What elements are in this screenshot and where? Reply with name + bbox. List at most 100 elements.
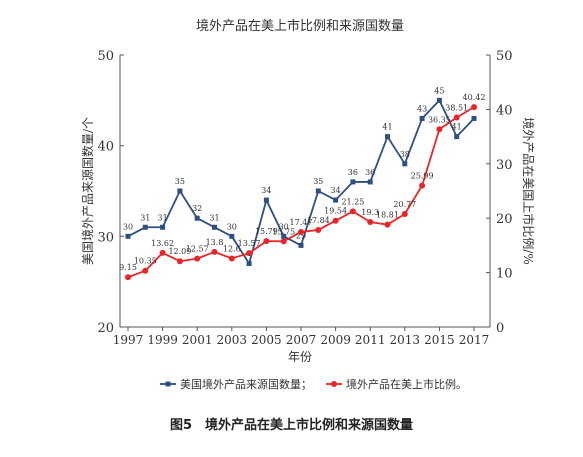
data-label-countries: 41 [452, 123, 462, 132]
data-label-ratio: 21.25 [341, 197, 364, 206]
data-point-ratio [246, 250, 253, 257]
data-label-countries: 31 [140, 213, 150, 222]
data-point-countries [177, 188, 183, 194]
data-point-ratio [419, 182, 426, 189]
data-point-ratio [367, 219, 374, 226]
data-point-ratio [436, 126, 443, 133]
data-point-countries [419, 115, 425, 121]
data-label-countries: 31 [158, 213, 168, 222]
x-tick-label: 2001 [182, 333, 213, 347]
data-point-ratio [228, 255, 235, 262]
data-point-ratio [159, 249, 166, 256]
x-axis-label: 年份 [288, 350, 312, 364]
data-point-countries [454, 134, 460, 140]
data-label-ratio: 10.35 [134, 257, 157, 266]
data-label-ratio: 38.51 [445, 104, 468, 113]
data-label-ratio: 12.09 [168, 247, 191, 256]
data-label-countries: 38 [400, 150, 410, 159]
data-label-ratio: 19.54 [324, 207, 347, 216]
data-point-countries [471, 115, 477, 121]
legend-label-ratio: 境外产品在美上市比例。 [346, 377, 467, 391]
data-point-countries [194, 215, 200, 221]
left-axis-label: 美国境外产品来源国数量/个 [80, 117, 95, 265]
right-tick-label: 50 [496, 49, 513, 64]
data-point-countries [246, 261, 252, 267]
data-label-ratio: 40.42 [463, 93, 486, 102]
data-label-countries: 30 [279, 222, 289, 231]
left-tick-label: 50 [97, 49, 114, 64]
x-tick-label: 2005 [251, 333, 282, 347]
legend-marker-countries [165, 381, 171, 387]
data-label-ratio: 18.81 [376, 211, 399, 220]
data-label-ratio: 36.35 [428, 115, 451, 124]
data-label-ratio: 15.79 [255, 227, 278, 236]
right-tick-label: 20 [496, 212, 513, 227]
data-point-countries [160, 224, 166, 230]
data-point-ratio [315, 226, 322, 233]
x-tick-label: 1999 [147, 333, 178, 347]
data-label-ratio: 12.57 [186, 245, 209, 254]
data-label-countries: 30 [123, 222, 133, 231]
data-label-ratio: 12.6 [223, 244, 241, 253]
data-point-ratio [142, 267, 149, 274]
data-label-countries: 34 [331, 186, 341, 195]
data-point-ratio [453, 114, 460, 121]
data-label-countries: 43 [417, 104, 427, 113]
right-tick-label: 10 [496, 267, 513, 282]
data-point-ratio [211, 248, 218, 255]
x-tick-label: 1997 [113, 333, 144, 347]
data-label-countries: 31 [209, 213, 219, 222]
data-label-countries: 35 [313, 177, 323, 186]
data-label-ratio: 15.75 [272, 227, 295, 236]
x-tick-label: 2009 [320, 333, 351, 347]
x-tick-label: 2015 [424, 333, 455, 347]
right-axis-label: 境外产品在美国上市比例/% [521, 117, 536, 264]
data-point-ratio [280, 238, 287, 245]
data-label-ratio: 20.77 [393, 200, 416, 209]
data-label-ratio: 13.57 [238, 239, 261, 248]
data-label-countries: 41 [382, 123, 392, 132]
legend-label-countries: 美国境外产品来源国数量； [180, 377, 312, 391]
left-tick-label: 30 [97, 230, 114, 245]
data-label-ratio: 17.47 [290, 218, 313, 227]
data-point-countries [298, 242, 304, 248]
data-label-countries: 29 [296, 231, 306, 240]
data-point-ratio [298, 228, 304, 235]
left-tick-label: 20 [97, 321, 114, 336]
data-point-countries [350, 179, 356, 185]
data-point-ratio [176, 258, 183, 265]
data-point-ratio [125, 274, 131, 281]
x-tick-label: 2011 [355, 333, 386, 347]
x-tick-label: 2003 [217, 333, 248, 347]
x-tick-label: 2007 [286, 333, 317, 347]
data-label-countries: 30 [227, 222, 237, 231]
data-label-ratio: 25.99 [411, 172, 434, 181]
data-label-ratio: 17.84 [307, 216, 330, 225]
chart-title: 境外产品在美上市比例和来源国数量 [196, 18, 404, 34]
data-point-countries [315, 188, 321, 194]
x-tick-label: 2017 [459, 333, 490, 347]
data-point-ratio [384, 221, 391, 228]
data-point-countries [212, 224, 217, 230]
data-point-ratio [349, 208, 356, 215]
figure-caption: 图5 境外产品在美上市比例和来源国数量 [169, 418, 414, 433]
data-point-countries [333, 197, 339, 203]
data-point-countries [367, 179, 373, 185]
data-label-ratio: 19.3 [361, 208, 379, 217]
data-point-countries [385, 134, 390, 140]
data-point-countries [125, 233, 131, 239]
data-label-countries: 35 [175, 177, 185, 186]
data-point-ratio [194, 255, 201, 262]
data-point-countries [402, 161, 408, 167]
x-tick-label: 2013 [390, 333, 421, 347]
data-point-countries [229, 233, 235, 239]
data-label-countries: 34 [261, 186, 271, 195]
data-label-countries: 36 [348, 168, 358, 177]
data-point-ratio [332, 217, 339, 224]
right-tick-label: 40 [496, 103, 513, 118]
data-point-countries [263, 197, 269, 203]
legend-marker-ratio [331, 381, 337, 387]
data-point-ratio [401, 211, 408, 218]
left-tick-label: 40 [97, 140, 114, 155]
